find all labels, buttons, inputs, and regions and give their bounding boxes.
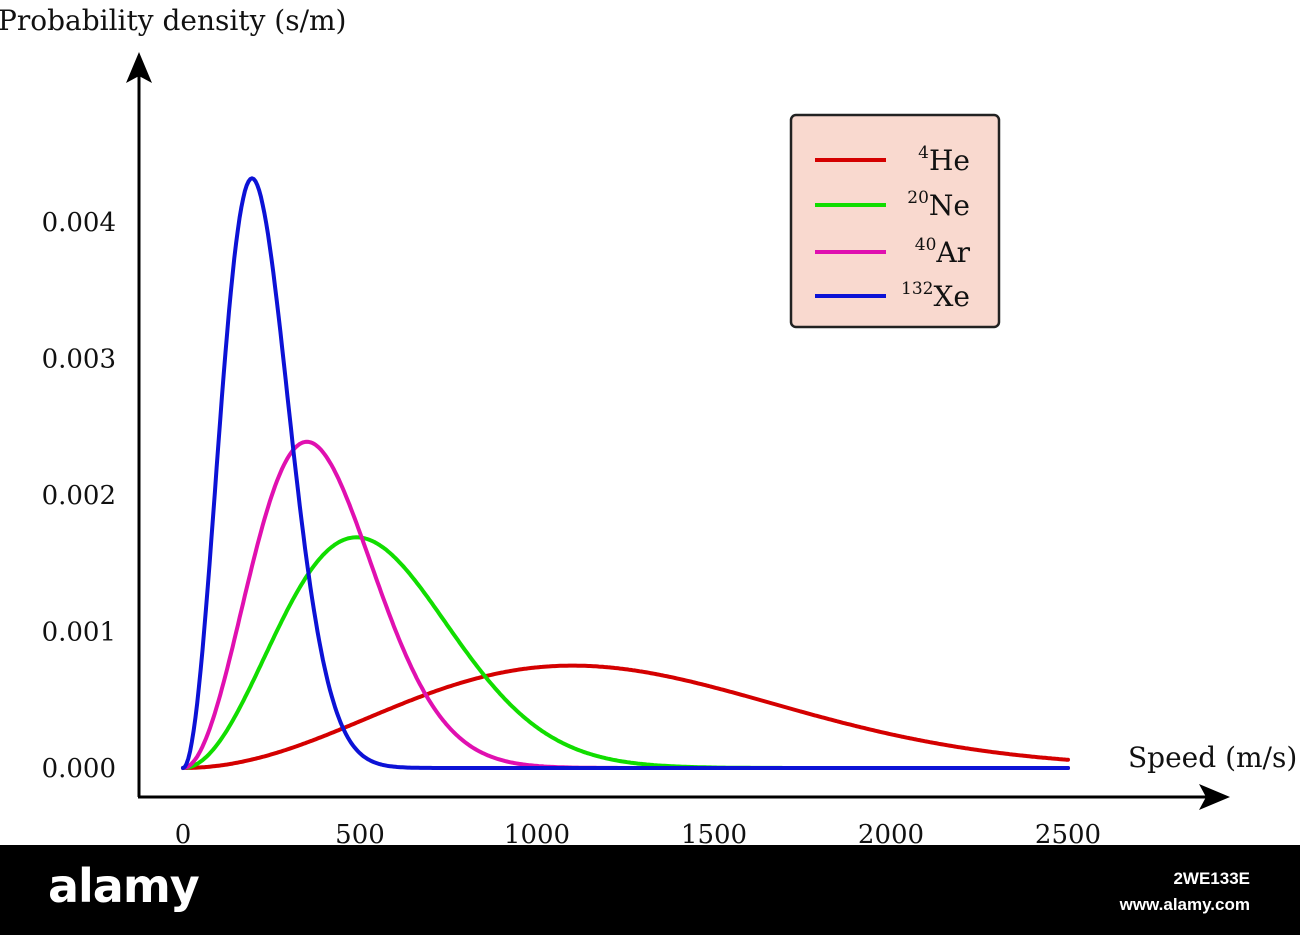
legend-box: [789, 113, 1001, 329]
watermark-footer: alamy 2WE133E www.alamy.com: [0, 845, 1300, 935]
axes: [126, 52, 1230, 810]
x-tick-label: 2500: [1035, 820, 1101, 845]
site-url: www.alamy.com: [1119, 895, 1250, 914]
legend-label-he: 4He: [918, 143, 970, 177]
x-axis-arrow-icon: [1199, 784, 1230, 810]
alamy-logo: alamy: [48, 859, 200, 913]
y-axis-arrow-icon: [126, 52, 152, 83]
x-tick-label: 500: [335, 820, 385, 845]
legend-label-ar: 40Ar: [915, 235, 971, 269]
y-tick-label: 0.004: [42, 208, 116, 238]
y-axis-title: Probability density (s/m): [0, 4, 346, 37]
image-id: 2WE133E: [1173, 869, 1250, 888]
series-line-ne: [181, 535, 1070, 770]
x-tick-label: 2000: [858, 820, 924, 845]
legend-label-ne: 20Ne: [907, 188, 970, 222]
legend-entries: 4He 20Ne 40Ar 132Xe: [815, 143, 971, 313]
series-line-he: [181, 663, 1070, 770]
y-tick-labels: 0.000 0.001 0.002 0.003 0.004: [42, 208, 116, 784]
legend-label-xe: 132Xe: [901, 279, 970, 313]
x-tick-label: 0: [175, 820, 192, 845]
x-tick-label: 1500: [681, 820, 747, 845]
series-layer: [181, 176, 1070, 770]
series-line-xe: [181, 176, 1070, 770]
x-tick-label: 1000: [504, 820, 570, 845]
x-tick-labels: 0 500 1000 1500 2000 2500: [175, 820, 1101, 845]
y-tick-label: 0.000: [42, 754, 116, 784]
y-tick-label: 0.003: [42, 345, 116, 375]
x-axis-title: Speed (m/s): [1128, 741, 1297, 774]
chart: 0 500 1000 1500 2000 2500 0.0000.0010.0020.00…: [0, 4, 1297, 845]
series-line-ar: [181, 439, 1070, 770]
legend: 4He 20Ne 40Ar 132Xe: [789, 113, 1001, 329]
y-tick-label: 0.002: [42, 481, 116, 511]
y-tick-label: 0.001: [42, 618, 116, 648]
